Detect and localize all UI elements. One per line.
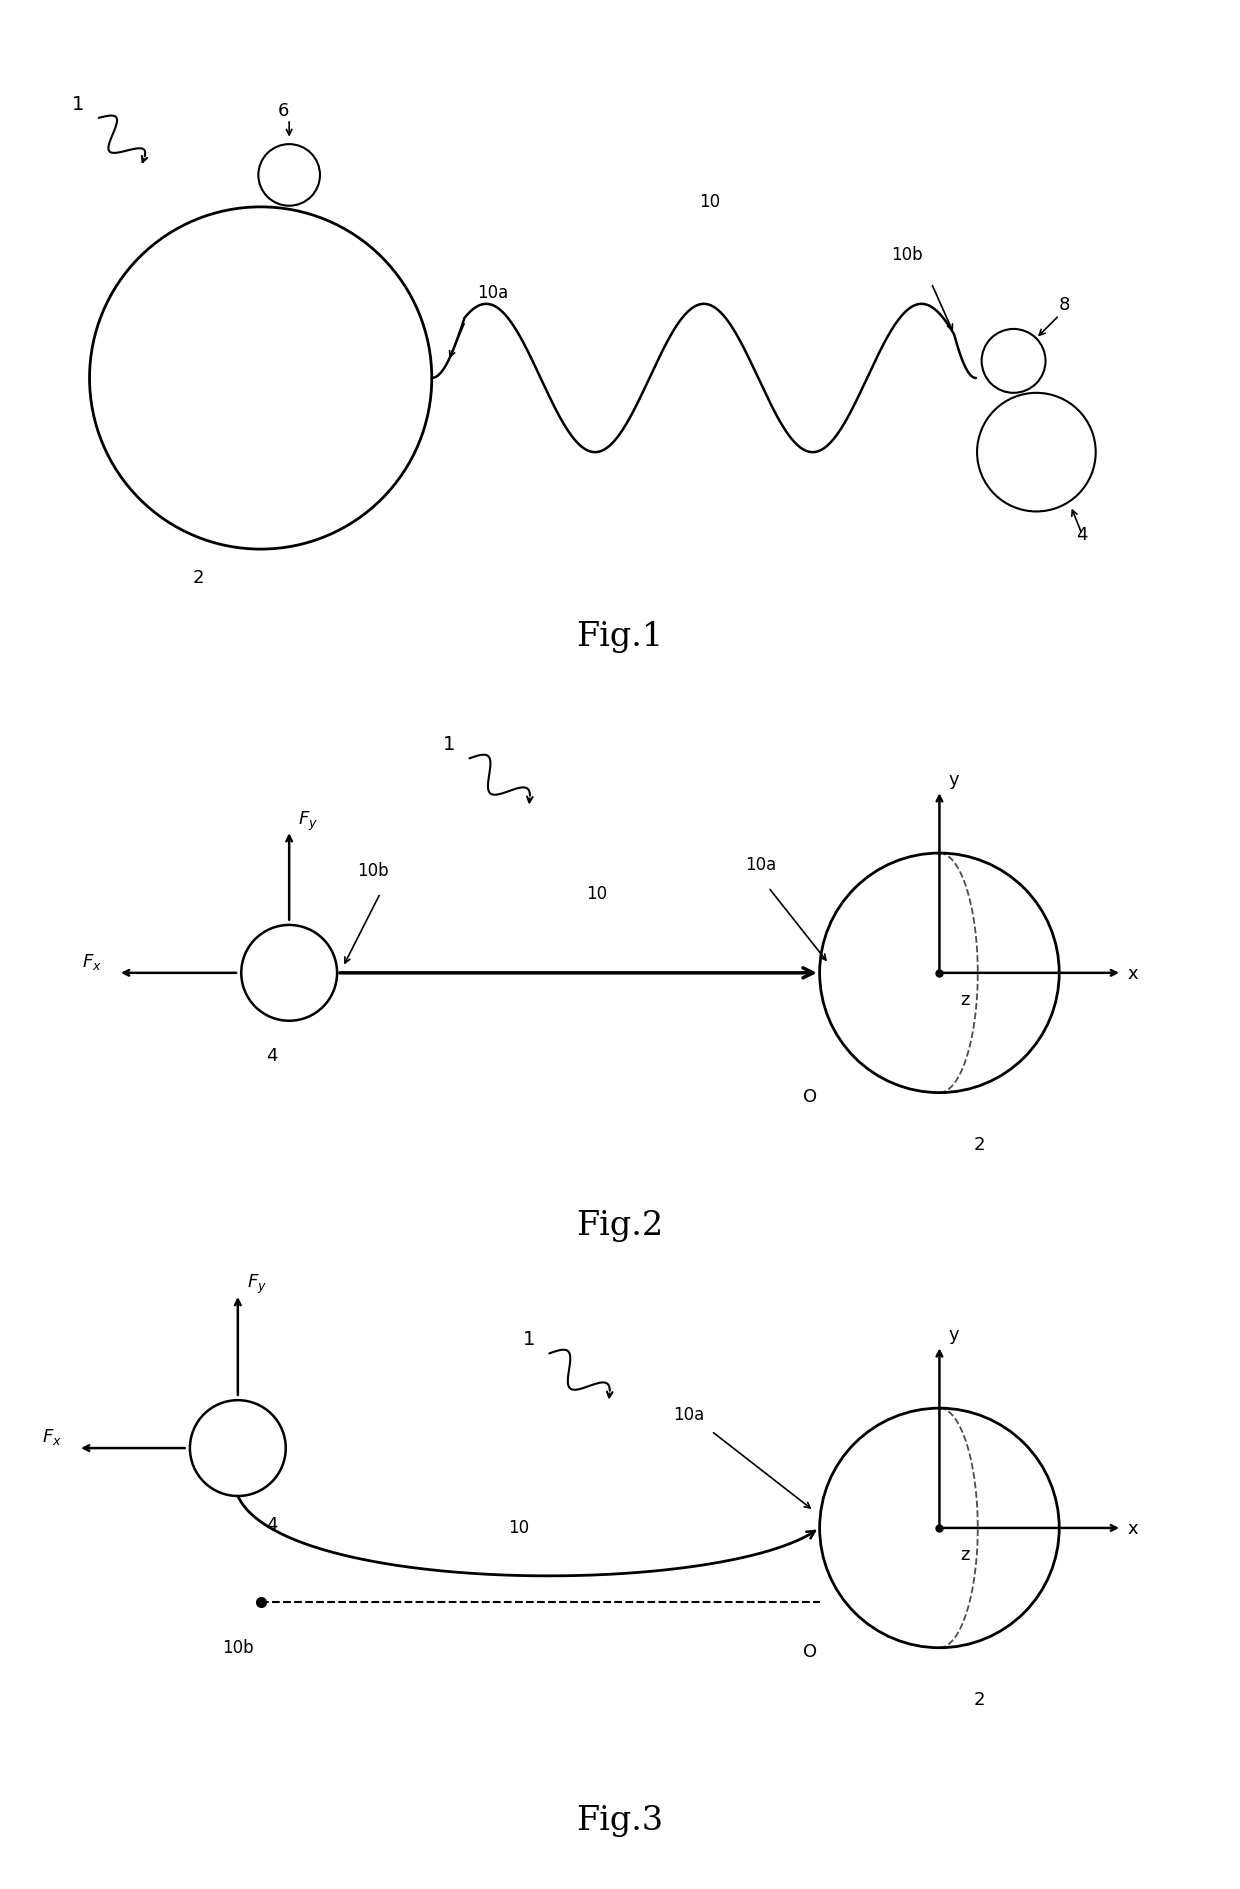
Text: 1: 1: [522, 1330, 534, 1349]
Text: 10b: 10b: [222, 1640, 254, 1657]
Text: Fig.1: Fig.1: [577, 621, 663, 654]
Text: O: O: [802, 1088, 817, 1105]
Text: $F_y$: $F_y$: [299, 808, 319, 833]
Text: 8: 8: [1059, 295, 1070, 314]
Text: 2: 2: [192, 569, 203, 587]
Text: x: x: [1127, 1519, 1138, 1538]
Text: 1: 1: [443, 735, 455, 754]
Text: $F_y$: $F_y$: [247, 1273, 267, 1296]
Text: 10: 10: [699, 193, 720, 212]
Text: 10a: 10a: [476, 285, 508, 302]
Text: 10: 10: [508, 1519, 529, 1538]
Text: 6: 6: [278, 102, 289, 119]
Text: Fig.2: Fig.2: [577, 1211, 663, 1243]
Text: x: x: [1127, 965, 1138, 982]
Text: $F_x$: $F_x$: [82, 952, 102, 973]
Text: z: z: [960, 1545, 970, 1564]
Text: 4: 4: [267, 1047, 278, 1065]
Text: 10a: 10a: [673, 1405, 704, 1424]
Text: 10b: 10b: [357, 861, 389, 880]
Text: 4: 4: [1076, 525, 1087, 544]
Text: 10b: 10b: [892, 246, 923, 264]
Text: 2: 2: [973, 1691, 985, 1710]
Text: z: z: [960, 990, 970, 1009]
Text: 2: 2: [973, 1135, 985, 1154]
Text: O: O: [802, 1643, 817, 1660]
Text: 10: 10: [587, 884, 608, 903]
Text: 10a: 10a: [745, 856, 776, 875]
Text: y: y: [949, 771, 960, 788]
Text: Fig.3: Fig.3: [577, 1806, 663, 1838]
Text: y: y: [949, 1326, 960, 1343]
Text: $F_x$: $F_x$: [42, 1428, 62, 1447]
Text: 4: 4: [267, 1517, 278, 1534]
Text: 1: 1: [72, 94, 84, 113]
